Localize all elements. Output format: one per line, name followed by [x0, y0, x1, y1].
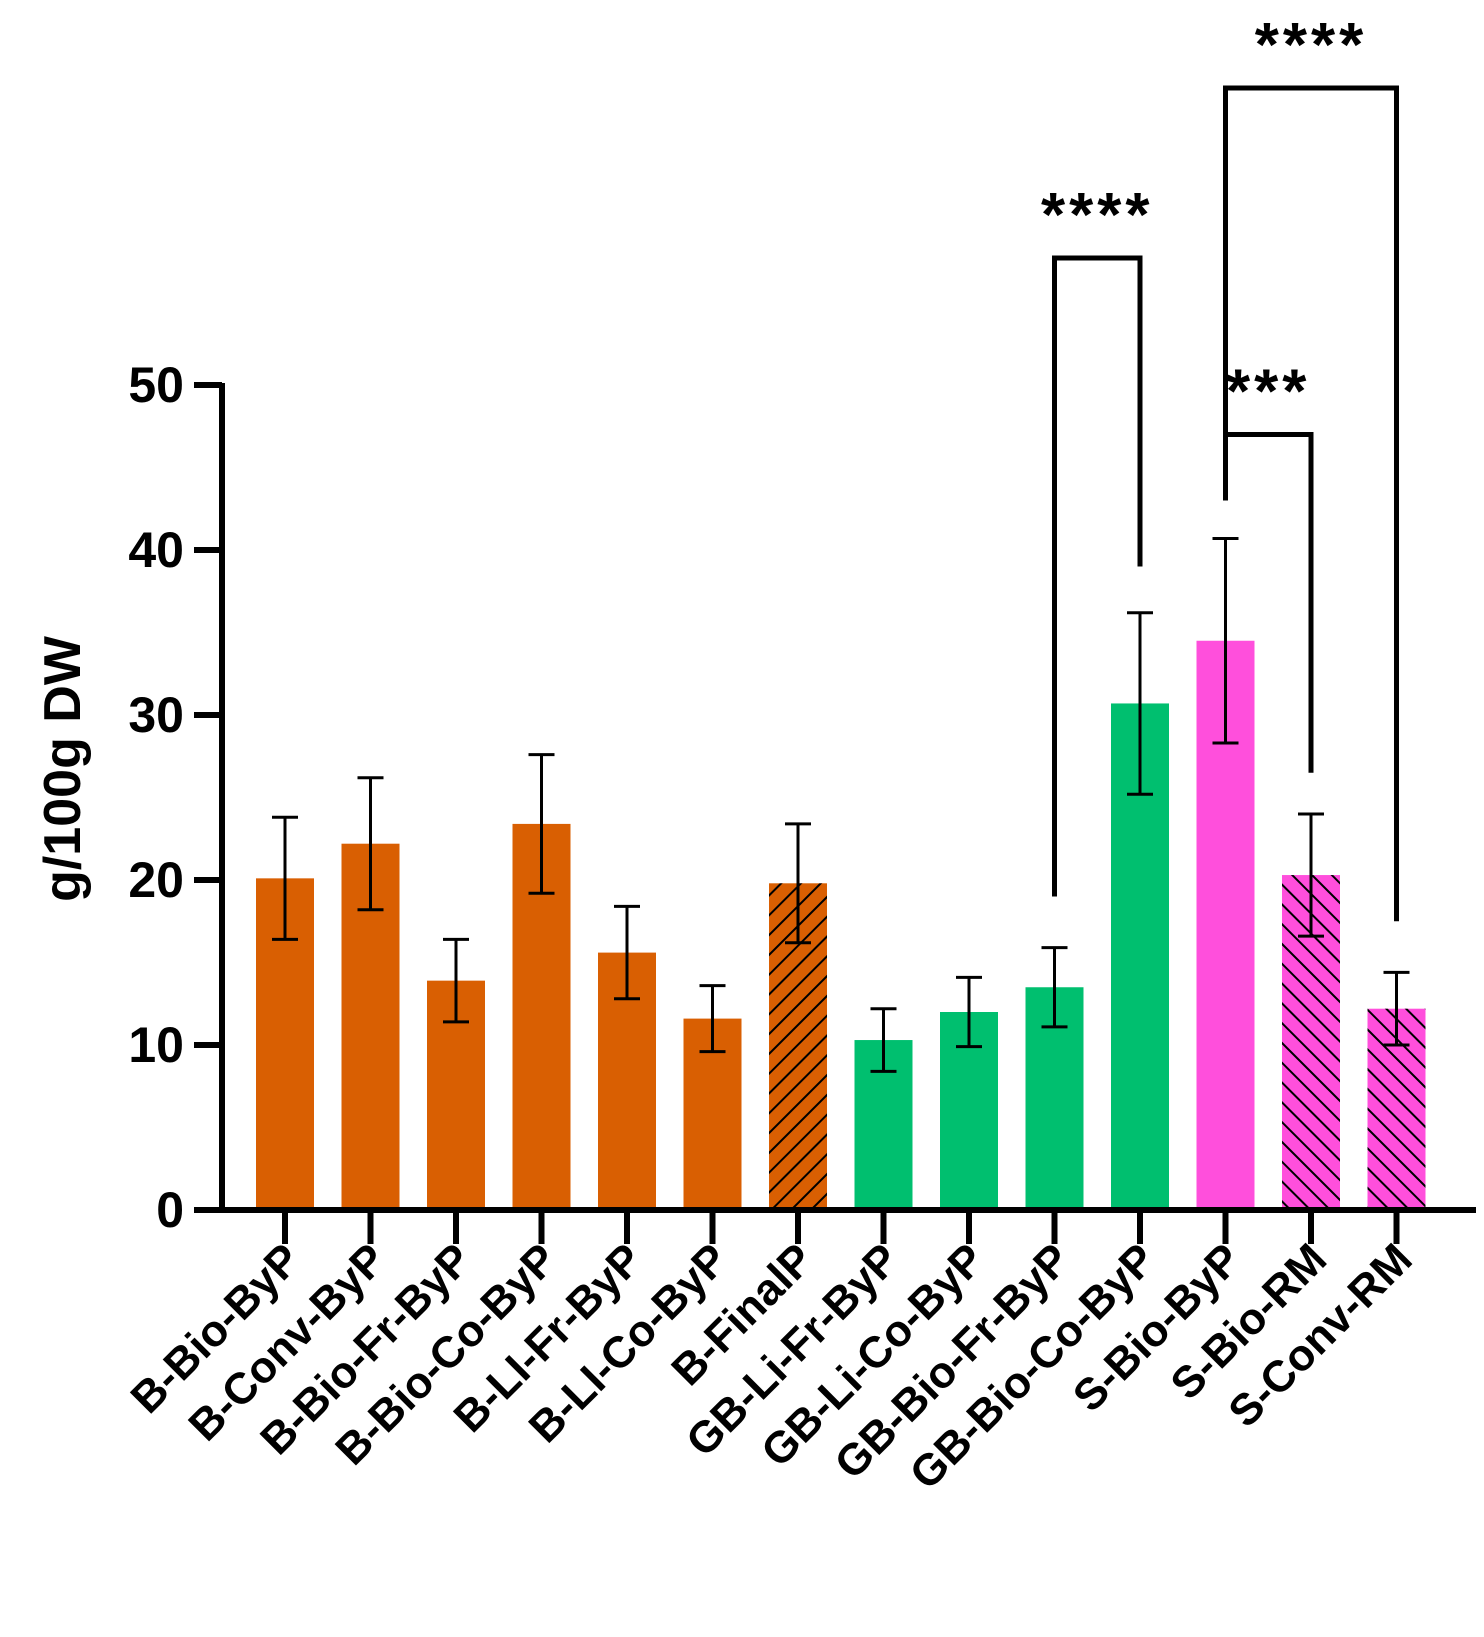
error-bar-GB-Bio-Co-ByP: [1127, 611, 1153, 796]
error-bar-B-Conv-ByP: [357, 776, 384, 912]
significance-label: ****: [1041, 181, 1154, 250]
error-bar-GB-Li-Fr-ByP: [870, 1007, 897, 1073]
significance-layer: ***********: [1041, 11, 1399, 922]
error-bar-GB-Bio-Fr-ByP: [1041, 946, 1068, 1029]
error-bar-B-Bio-ByP: [272, 815, 298, 941]
significance-label: ***: [1226, 358, 1310, 427]
y-tick-label-20: 20: [128, 852, 184, 908]
error-bar-B-Bio-Fr-ByP: [443, 937, 469, 1024]
error-bar-S-Bio-ByP: [1212, 536, 1239, 745]
y-tick-label-40: 40: [128, 522, 184, 578]
axes-layer: 01020304050B-Bio-ByPB-Conv-ByPB-Bio-Fr-B…: [122, 357, 1476, 1499]
significance-label: ****: [1255, 11, 1368, 80]
error-bar-S-Bio-RM: [1298, 812, 1324, 938]
error-bar-S-Conv-RM: [1383, 970, 1410, 1047]
error-bar-GB-Li-Co-ByP: [956, 975, 982, 1049]
error-bars-layer: [272, 536, 1410, 1073]
y-tick-label-10: 10: [128, 1017, 184, 1073]
bars-layer: [256, 640, 1426, 1210]
y-axis-title: g/100g DW: [34, 635, 92, 902]
y-tick-label-0: 0: [156, 1182, 184, 1238]
significance-bracket-1: ****: [1223, 11, 1399, 922]
error-bar-B-FinalP: [785, 822, 811, 945]
error-bar-B-LI-Fr-ByP: [614, 904, 640, 1001]
significance-bracket-0: ****: [1041, 181, 1154, 897]
error-bar-B-LI-Co-ByP: [699, 984, 726, 1054]
y-tick-label-50: 50: [128, 357, 184, 413]
y-tick-label-30: 30: [128, 687, 184, 743]
significance-bracket-2: ***: [1223, 358, 1314, 773]
error-bar-B-Bio-Co-ByP: [528, 753, 555, 895]
